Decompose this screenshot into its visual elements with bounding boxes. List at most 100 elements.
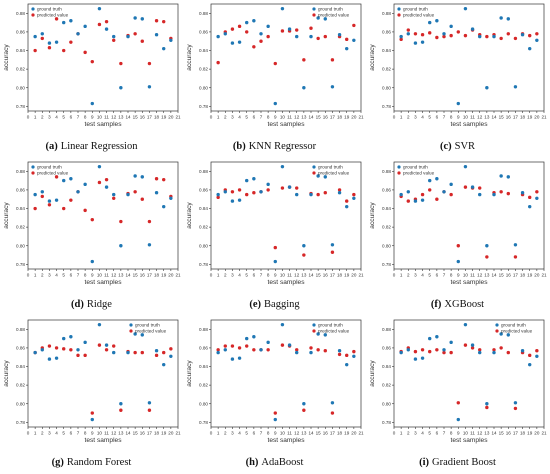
- x-tick-label: 0: [210, 431, 213, 436]
- x-tick-label: 1: [217, 431, 220, 436]
- ground-truth-point: [69, 177, 73, 181]
- panel-caption: (g) Random Forest: [0, 457, 183, 468]
- predicted-point: [245, 344, 249, 348]
- predicted-point: [485, 255, 489, 259]
- x-tick-label: 14: [491, 273, 497, 278]
- ground-truth-point: [223, 32, 227, 36]
- x-tick-label: 16: [323, 273, 329, 278]
- ground-truth-point: [252, 177, 256, 181]
- x-tick-label: 3: [414, 273, 417, 278]
- panel-tag: (g): [51, 457, 64, 468]
- x-tick-label: 18: [154, 273, 160, 278]
- x-tick-label: 2: [41, 431, 44, 436]
- ground-truth-point: [259, 190, 263, 194]
- ground-truth-point: [337, 191, 342, 195]
- ground-truth-point: [266, 182, 270, 187]
- legend-marker-ground-truth: [312, 323, 316, 327]
- y-tick-label: 0.80: [199, 401, 208, 406]
- ground-truth-point: [140, 333, 144, 337]
- predicted-point: [97, 343, 102, 347]
- legend-marker-predicted: [129, 329, 133, 333]
- x-tick-label: 2: [407, 431, 410, 436]
- x-tick-label: 1: [217, 115, 220, 120]
- scatter-plot: 0.780.800.820.840.860.880 1 2 3 4 5 6 7 8 9 10 11 12…: [369, 3, 547, 128]
- legend-label: ground truth: [403, 7, 428, 12]
- ground-truth-point: [330, 401, 335, 405]
- x-axis-label: test samples: [267, 279, 305, 286]
- x-tick-label: 18: [520, 431, 526, 436]
- ground-truth-point: [413, 199, 418, 203]
- x-tick-label: 10: [280, 115, 286, 120]
- x-tick-label: 19: [527, 273, 533, 278]
- ground-truth-point: [133, 174, 137, 178]
- ground-truth-point: [147, 401, 152, 405]
- x-tick-label: 21: [175, 273, 181, 278]
- x-tick-label: 15: [133, 431, 139, 436]
- x-tick-label: 21: [541, 431, 547, 436]
- x-tick-label: 9: [274, 115, 277, 120]
- x-tick-label: 14: [125, 431, 131, 436]
- x-tick-label: 19: [344, 115, 350, 120]
- x-tick-label: 16: [323, 431, 329, 436]
- predicted-point: [69, 348, 73, 352]
- x-tick-label: 18: [337, 115, 343, 120]
- ground-truth-point: [169, 196, 173, 200]
- ground-truth-point: [428, 336, 432, 341]
- plot-frame: [27, 319, 179, 428]
- panel-tag: (a): [45, 141, 58, 152]
- predicted-point: [337, 352, 342, 357]
- predicted-point: [413, 32, 418, 36]
- ground-truth-point: [456, 417, 460, 422]
- predicted-point: [428, 188, 432, 192]
- predicted-point: [140, 39, 144, 43]
- plot-frame: [393, 161, 545, 270]
- ground-truth-point: [492, 350, 496, 355]
- ground-truth-point: [104, 185, 109, 189]
- x-tick-label: 17: [147, 431, 153, 436]
- legend-marker-predicted: [397, 171, 401, 175]
- y-tick-label: 0.80: [382, 401, 391, 406]
- predicted-point: [147, 408, 152, 412]
- chart-panel: 0.78 0.80 0.82 0.84 0.86 0.88 0 1 2 3 4 5 6 7 8 9 10 11 12…: [366, 158, 549, 316]
- x-tick-label: 15: [133, 115, 139, 120]
- ground-truth-point: [420, 40, 425, 44]
- ground-truth-point: [33, 34, 37, 39]
- y-tick-label: 0.78: [199, 104, 208, 109]
- x-tick-label: 6: [436, 115, 439, 120]
- panel-name: AdaBoost: [261, 457, 304, 468]
- legend-marker-ground-truth: [31, 7, 35, 11]
- y-tick-label: 0.80: [16, 401, 25, 406]
- x-tick-label: 7: [443, 431, 446, 436]
- x-tick-label: 19: [161, 273, 167, 278]
- ground-truth-point: [83, 182, 87, 187]
- predicted-point: [280, 343, 285, 347]
- predicted-point: [104, 177, 109, 182]
- ground-truth-point: [54, 198, 59, 202]
- predicted-point: [104, 348, 109, 352]
- legend-marker-ground-truth: [31, 165, 35, 169]
- ground-truth-point: [406, 348, 410, 352]
- y-axis-label: accuracy: [186, 360, 193, 387]
- x-tick-label: 15: [499, 115, 505, 120]
- y-tick-label: 0.82: [16, 67, 25, 72]
- ground-truth-point: [133, 332, 137, 336]
- predicted-point: [449, 33, 453, 38]
- x-tick-label: 19: [527, 115, 533, 120]
- panel-name: SVR: [454, 141, 476, 152]
- x-tick-label: 18: [154, 115, 160, 120]
- ground-truth-point: [76, 190, 80, 194]
- x-tick-label: 6: [436, 273, 439, 278]
- ground-truth-point: [112, 192, 116, 197]
- predicted-point: [513, 36, 518, 41]
- x-tick-label: 6: [70, 115, 73, 120]
- legend-label: ground truth: [37, 7, 62, 12]
- ground-truth-point: [230, 199, 235, 203]
- ground-truth-point: [463, 164, 468, 169]
- ground-truth-point: [323, 333, 327, 337]
- ground-truth-point: [309, 34, 313, 39]
- ground-truth-point: [47, 199, 52, 203]
- y-tick-label: 0.88: [382, 327, 391, 332]
- predicted-point: [140, 350, 144, 355]
- panel-name: Ridge: [86, 299, 112, 310]
- x-tick-label: 21: [358, 115, 364, 120]
